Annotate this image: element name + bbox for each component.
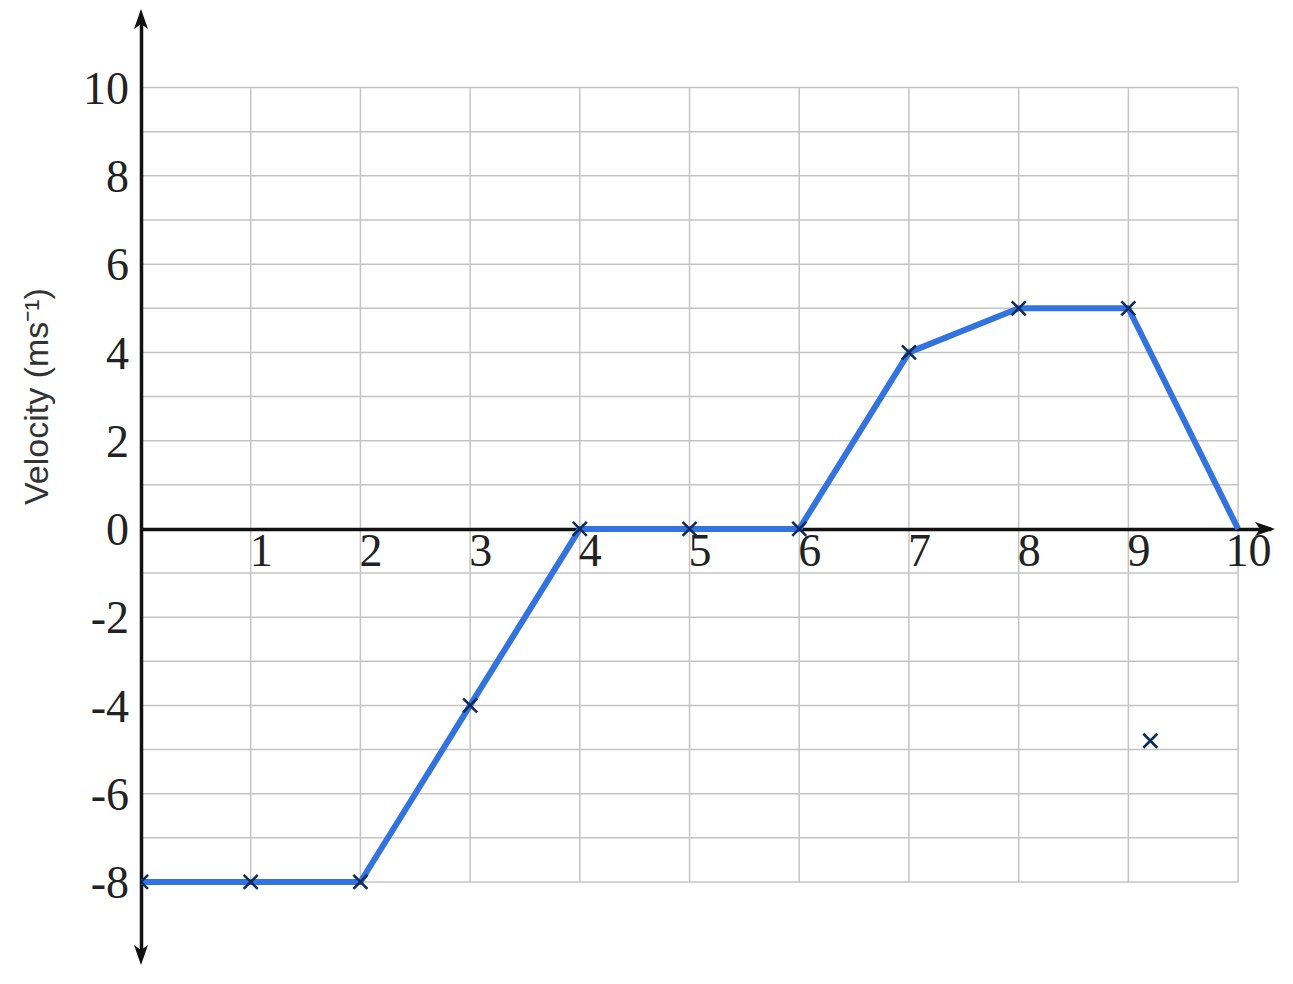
tick-label: 8: [106, 151, 129, 202]
axis-arrows: [134, 9, 1275, 965]
y-axis-title: Velocity (ms⁻¹): [17, 288, 55, 505]
arrow: [1255, 522, 1275, 536]
grid-line: [579, 88, 581, 882]
marker: [1121, 301, 1135, 315]
grid-line: [908, 88, 910, 882]
tick: 10: [83, 63, 141, 114]
tick-label: 10: [1226, 525, 1272, 576]
tick: 0: [106, 504, 141, 555]
marker: [792, 522, 806, 536]
marker: [573, 522, 587, 536]
tick: 8: [106, 151, 141, 202]
tick-label: 2: [106, 416, 129, 467]
tick-label: 0: [106, 504, 129, 555]
axis-line: [140, 18, 144, 958]
tick-label: 1: [250, 525, 273, 576]
tick: 4: [106, 328, 141, 379]
grid-line: [689, 88, 691, 882]
tick-label: 7: [908, 525, 931, 576]
marker: [1143, 734, 1157, 748]
tick: 6: [106, 239, 141, 290]
plot-area: [141, 301, 1238, 889]
tick: -2: [91, 592, 141, 643]
tick: 3: [469, 525, 492, 576]
grid-line: [1128, 88, 1130, 882]
arrow: [134, 9, 148, 29]
marker: [902, 345, 916, 359]
marker: [141, 875, 148, 889]
marker: [683, 522, 697, 536]
tick: -6: [91, 769, 141, 820]
marker: [353, 875, 367, 889]
tick-label: 10: [83, 63, 129, 114]
grid-line: [250, 88, 252, 882]
marker: [463, 698, 477, 712]
tick-label: -4: [91, 681, 129, 732]
tick: -4: [91, 681, 141, 732]
y-axis: -8 -6 -4 -2 0 2 4 6 8 10: [83, 18, 142, 958]
line: [141, 308, 1238, 882]
grid: [141, 88, 1238, 882]
tick-label: 6: [106, 239, 129, 290]
grid-line: [360, 88, 362, 882]
marker: [244, 875, 258, 889]
tick: 7: [908, 525, 931, 576]
tick: 2: [106, 416, 141, 467]
arrow: [134, 945, 148, 965]
chart: -8-6-4-2024681012345678910Velocity (ms⁻¹…: [0, 0, 1293, 984]
tick: 2: [359, 525, 382, 576]
tick-label: -2: [91, 592, 129, 643]
tick: 8: [1018, 525, 1041, 576]
marker: [1012, 301, 1026, 315]
tick-label: 3: [469, 525, 492, 576]
tick-label: 2: [359, 525, 382, 576]
grid-line: [799, 88, 801, 882]
tick: -8: [91, 857, 141, 908]
tick: 9: [1127, 525, 1150, 576]
tick: 10: [1226, 525, 1272, 576]
tick-label: 8: [1018, 525, 1041, 576]
grid-line: [1237, 88, 1239, 882]
grid-line: [469, 88, 471, 882]
tick: 1: [250, 525, 273, 576]
tick-label: 9: [1127, 525, 1150, 576]
tick-label: -8: [91, 857, 129, 908]
tick-label: 4: [106, 328, 129, 379]
tick-label: -6: [91, 769, 129, 820]
x-axis: 12345678910: [142, 525, 1272, 576]
grid-line: [1018, 88, 1020, 882]
